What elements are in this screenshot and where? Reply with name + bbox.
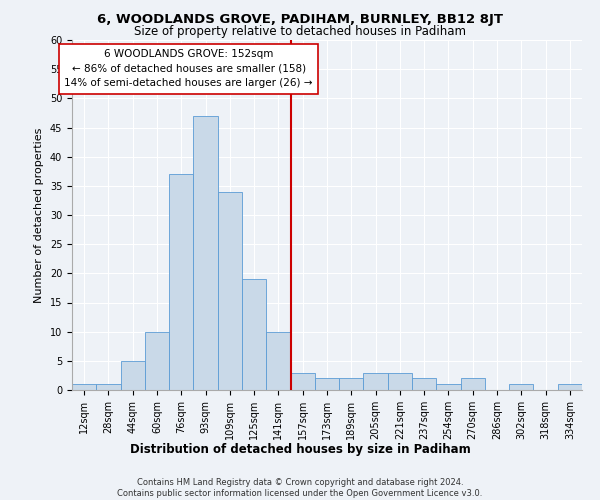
Bar — [145, 332, 169, 390]
Bar — [72, 384, 96, 390]
Bar — [169, 174, 193, 390]
Bar — [96, 384, 121, 390]
Bar — [266, 332, 290, 390]
Bar — [364, 372, 388, 390]
Text: Size of property relative to detached houses in Padiham: Size of property relative to detached ho… — [134, 25, 466, 38]
Y-axis label: Number of detached properties: Number of detached properties — [34, 128, 44, 302]
Bar — [290, 372, 315, 390]
Bar — [218, 192, 242, 390]
Bar — [242, 279, 266, 390]
Bar — [388, 372, 412, 390]
Bar — [412, 378, 436, 390]
Text: Contains HM Land Registry data © Crown copyright and database right 2024.
Contai: Contains HM Land Registry data © Crown c… — [118, 478, 482, 498]
Bar — [436, 384, 461, 390]
Bar — [193, 116, 218, 390]
Text: 6, WOODLANDS GROVE, PADIHAM, BURNLEY, BB12 8JT: 6, WOODLANDS GROVE, PADIHAM, BURNLEY, BB… — [97, 12, 503, 26]
Bar — [461, 378, 485, 390]
Text: 6 WOODLANDS GROVE: 152sqm
← 86% of detached houses are smaller (158)
14% of semi: 6 WOODLANDS GROVE: 152sqm ← 86% of detac… — [64, 49, 313, 88]
Bar — [509, 384, 533, 390]
Bar — [315, 378, 339, 390]
Text: Distribution of detached houses by size in Padiham: Distribution of detached houses by size … — [130, 442, 470, 456]
Bar — [339, 378, 364, 390]
Bar — [121, 361, 145, 390]
Bar — [558, 384, 582, 390]
